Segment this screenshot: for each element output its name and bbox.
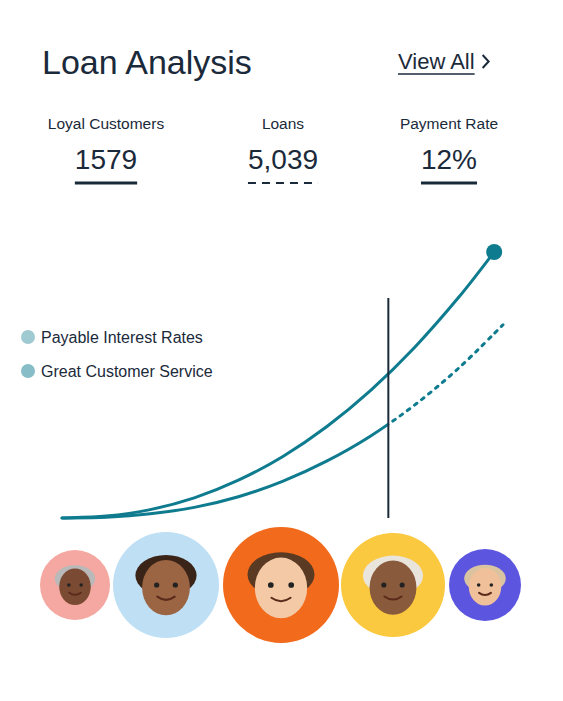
avatar-face: [59, 568, 91, 605]
avatar-eye: [154, 582, 159, 587]
legend: Payable Interest Rates Great Customer Ser…: [21, 329, 213, 380]
series-line: [62, 252, 494, 518]
legend-swatch: [21, 330, 35, 344]
avatar: [223, 527, 339, 643]
link-text[interactable]: View All: [398, 49, 475, 74]
avatar-face: [255, 558, 307, 619]
cursor-line: [387, 298, 389, 518]
avatar-bg: [40, 550, 110, 620]
avatar-bg: [223, 527, 339, 643]
avatars: [40, 527, 521, 643]
stat-label: Loans: [262, 115, 304, 132]
avatar-smile: [384, 596, 401, 599]
stat-label: Payment Rate: [400, 115, 498, 132]
stat-underline: [248, 182, 318, 184]
avatar-eye: [79, 583, 82, 586]
avatar-eye: [268, 582, 274, 588]
avatar: [40, 550, 110, 620]
avatar-face: [370, 560, 417, 614]
legend-label: Great Customer Service: [41, 363, 213, 380]
title: Loan Analysis: [42, 43, 252, 81]
stat-value: 5,039: [248, 144, 318, 175]
avatar: [113, 532, 219, 638]
canvas: Loan Analysis View All Loyal Customers 1579…: [0, 0, 563, 701]
avatar-eye: [67, 583, 70, 586]
avatar-smile: [157, 597, 174, 600]
plot-area: [62, 244, 503, 518]
end-marker: [486, 244, 502, 260]
chevron-icon: [483, 55, 489, 68]
avatar-smile: [271, 598, 290, 602]
legend-swatch: [21, 364, 35, 378]
avatar-bg: [113, 532, 219, 638]
avatar-eye: [477, 583, 481, 587]
link-underline: [398, 73, 475, 75]
avatar-bg: [341, 533, 445, 637]
series-projected-part: [388, 325, 503, 518]
avatar: [449, 549, 521, 621]
card: Loan Analysis View All Loyal Customers 1579…: [0, 0, 563, 701]
avatar-smile: [69, 593, 81, 595]
avatar-face: [469, 568, 501, 606]
view-all-link[interactable]: View All: [398, 49, 489, 74]
series-solid-part: [62, 325, 503, 518]
series-line: [62, 325, 388, 518]
avatar-eye: [173, 582, 178, 587]
stat-underline: [421, 182, 477, 185]
series-line: [388, 325, 503, 518]
stat-label: Loyal Customers: [48, 115, 165, 132]
avatar-smile: [479, 593, 491, 595]
avatar-eye: [381, 582, 386, 587]
stat-value: 12%: [421, 144, 477, 175]
avatar: [341, 533, 445, 637]
stat-underline: [75, 182, 137, 185]
avatar-eye: [288, 582, 294, 588]
avatar-face: [142, 560, 190, 615]
legend-label: Payable Interest Rates: [41, 329, 203, 346]
avatar-bg: [449, 549, 521, 621]
stat-value: 1579: [75, 144, 137, 175]
avatar-eye: [490, 583, 494, 587]
avatar-eye: [400, 582, 405, 587]
